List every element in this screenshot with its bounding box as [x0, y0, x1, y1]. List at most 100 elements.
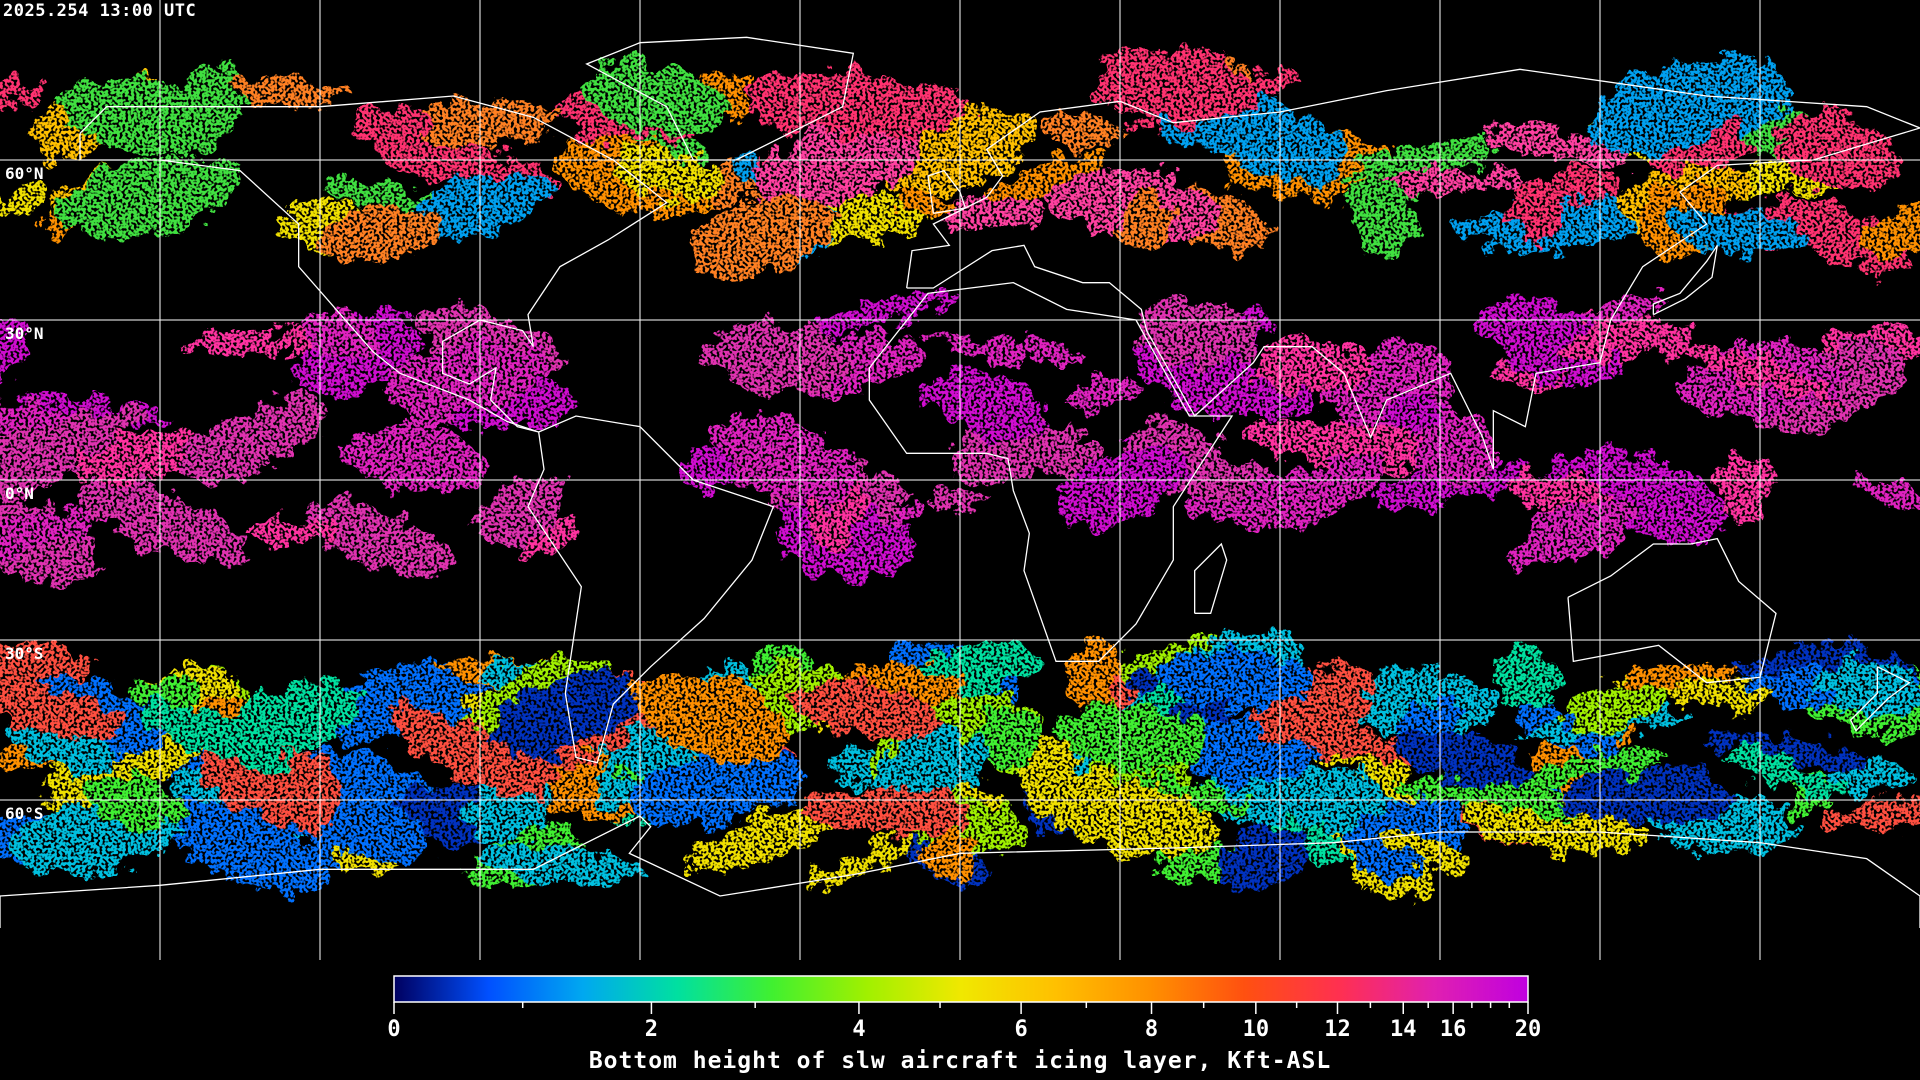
cloud-patch: [342, 425, 490, 493]
lat-lon-grid: [0, 0, 1920, 960]
lat-label-60n: 60°N: [5, 164, 44, 183]
cloud-patch: [1376, 170, 1532, 194]
cloud-patch: [1589, 72, 1738, 155]
cloud-patch: [711, 413, 856, 507]
cloud-patch: [1384, 393, 1445, 435]
cloud-patch: [1197, 461, 1270, 496]
colorbar-tick-label: 0: [387, 1017, 400, 1042]
coastline-new-zealand: [1849, 666, 1911, 732]
cloud-patch: [585, 62, 731, 135]
timestamp: 2025.254 13:00 UTC: [3, 1, 197, 21]
cloud-patch: [187, 328, 325, 357]
cloud-patch: [695, 672, 760, 749]
coastline-africa: [868, 281, 1234, 662]
coastlines: [0, 36, 1920, 928]
cloud-patch: [1561, 685, 1665, 737]
cloud-patch: [246, 518, 349, 545]
cloud-patch: [1818, 798, 1920, 831]
cloud-patch: [1251, 338, 1373, 398]
coastline-madagascar: [1194, 542, 1228, 614]
cloud-patch: [1119, 195, 1176, 253]
cloud-patch: [0, 188, 50, 213]
cloud-patch: [58, 158, 238, 238]
cloud-patch: [815, 292, 950, 333]
cloud-patch: [1449, 432, 1502, 487]
lat-label-30s: 30°S: [5, 644, 44, 663]
cloud-patch: [1098, 46, 1257, 125]
lat-label-60s: 60°S: [5, 804, 44, 823]
cloud-patch: [923, 489, 988, 512]
lat-label-30n: 30°N: [5, 324, 44, 343]
cloud-patch: [303, 748, 431, 803]
icing-map: [0, 0, 1920, 960]
cloud-patch: [323, 207, 438, 264]
cloud-patch: [297, 501, 454, 577]
colorbar-tick-label: 10: [1243, 1017, 1270, 1042]
cloud-patch: [414, 172, 549, 237]
cloud-patch: [924, 829, 979, 877]
cloud-patch: [475, 844, 640, 883]
cloud-patch: [393, 360, 451, 435]
cloud-patch: [705, 323, 851, 393]
lat-label-0n: 0°N: [5, 484, 34, 503]
cloud-patch: [138, 702, 299, 772]
cloud-patch: [1041, 114, 1129, 149]
cloud-patch: [493, 669, 637, 759]
cloud-patch: [1545, 451, 1672, 479]
cloud-patch: [1482, 125, 1636, 166]
coastline-japan: [1652, 244, 1718, 316]
coastline-australia: [1567, 537, 1777, 684]
colorbar-tick-label: 8: [1145, 1017, 1158, 1042]
cloud-patch: [1717, 450, 1774, 524]
colorbar-tick-label: 4: [852, 1017, 865, 1042]
cloud-patch: [1302, 449, 1390, 506]
cloud-patch: [301, 313, 379, 361]
cloud-patch: [1496, 645, 1561, 709]
cloud-patch: [894, 192, 953, 216]
cloud-patch: [1380, 826, 1472, 872]
cloud-patch: [86, 776, 187, 829]
colorbar-title: Bottom height of slw aircraft icing laye…: [588, 1048, 1332, 1074]
cloud-patch: [0, 314, 32, 381]
cloud-patch: [0, 76, 46, 110]
cloud-patch: [1681, 343, 1840, 402]
cloud-patch: [690, 196, 835, 277]
colorbar-tick-label: 16: [1440, 1017, 1467, 1042]
cloud-patch: [1029, 769, 1212, 860]
cloud-patch: [1858, 199, 1920, 257]
cloud-patch: [879, 728, 993, 801]
coastline-great-britain: [927, 169, 967, 214]
colorbar-gradient: [393, 975, 1529, 1003]
cloud-patch: [0, 506, 119, 563]
coastline-eurasia: [906, 68, 1920, 470]
cloud-patch: [1502, 524, 1606, 564]
cloud-patch: [802, 786, 970, 838]
cloud-patch: [180, 396, 329, 480]
cloud-patch: [929, 369, 1046, 441]
cloud-patch: [1065, 377, 1138, 412]
cloud-patch: [783, 683, 946, 741]
cloud-patch: [1694, 731, 1867, 765]
cloud-patch: [11, 405, 139, 474]
cloud-patch: [1476, 300, 1624, 386]
coastline-greenland: [585, 36, 855, 161]
cloud-patch: [1671, 353, 1853, 418]
cloud-patch: [1347, 177, 1417, 254]
cloud-patch: [62, 77, 227, 156]
cloud-patch: [822, 84, 975, 137]
coastline-antarctica: [0, 815, 1920, 928]
colorbar-tick-label: 6: [1014, 1017, 1027, 1042]
cloud-patch: [1511, 180, 1571, 245]
colorbar: 0 2 4 6 8 10 12 14 16 20: [387, 975, 1541, 1042]
colorbar-tick-label: 14: [1390, 1017, 1417, 1042]
cloud-patch: [1563, 770, 1740, 823]
cloud-patch: [390, 100, 564, 147]
cloud-patch: [609, 147, 728, 202]
cloud-patch: [76, 478, 248, 564]
cloud-patch: [1768, 117, 1899, 188]
cloud-patch: [0, 678, 121, 741]
cloud-patch: [1558, 316, 1651, 363]
colorbar-tick-label: 12: [1324, 1017, 1351, 1042]
cloud-patch: [1156, 648, 1312, 710]
cloud-patch: [1853, 479, 1920, 512]
